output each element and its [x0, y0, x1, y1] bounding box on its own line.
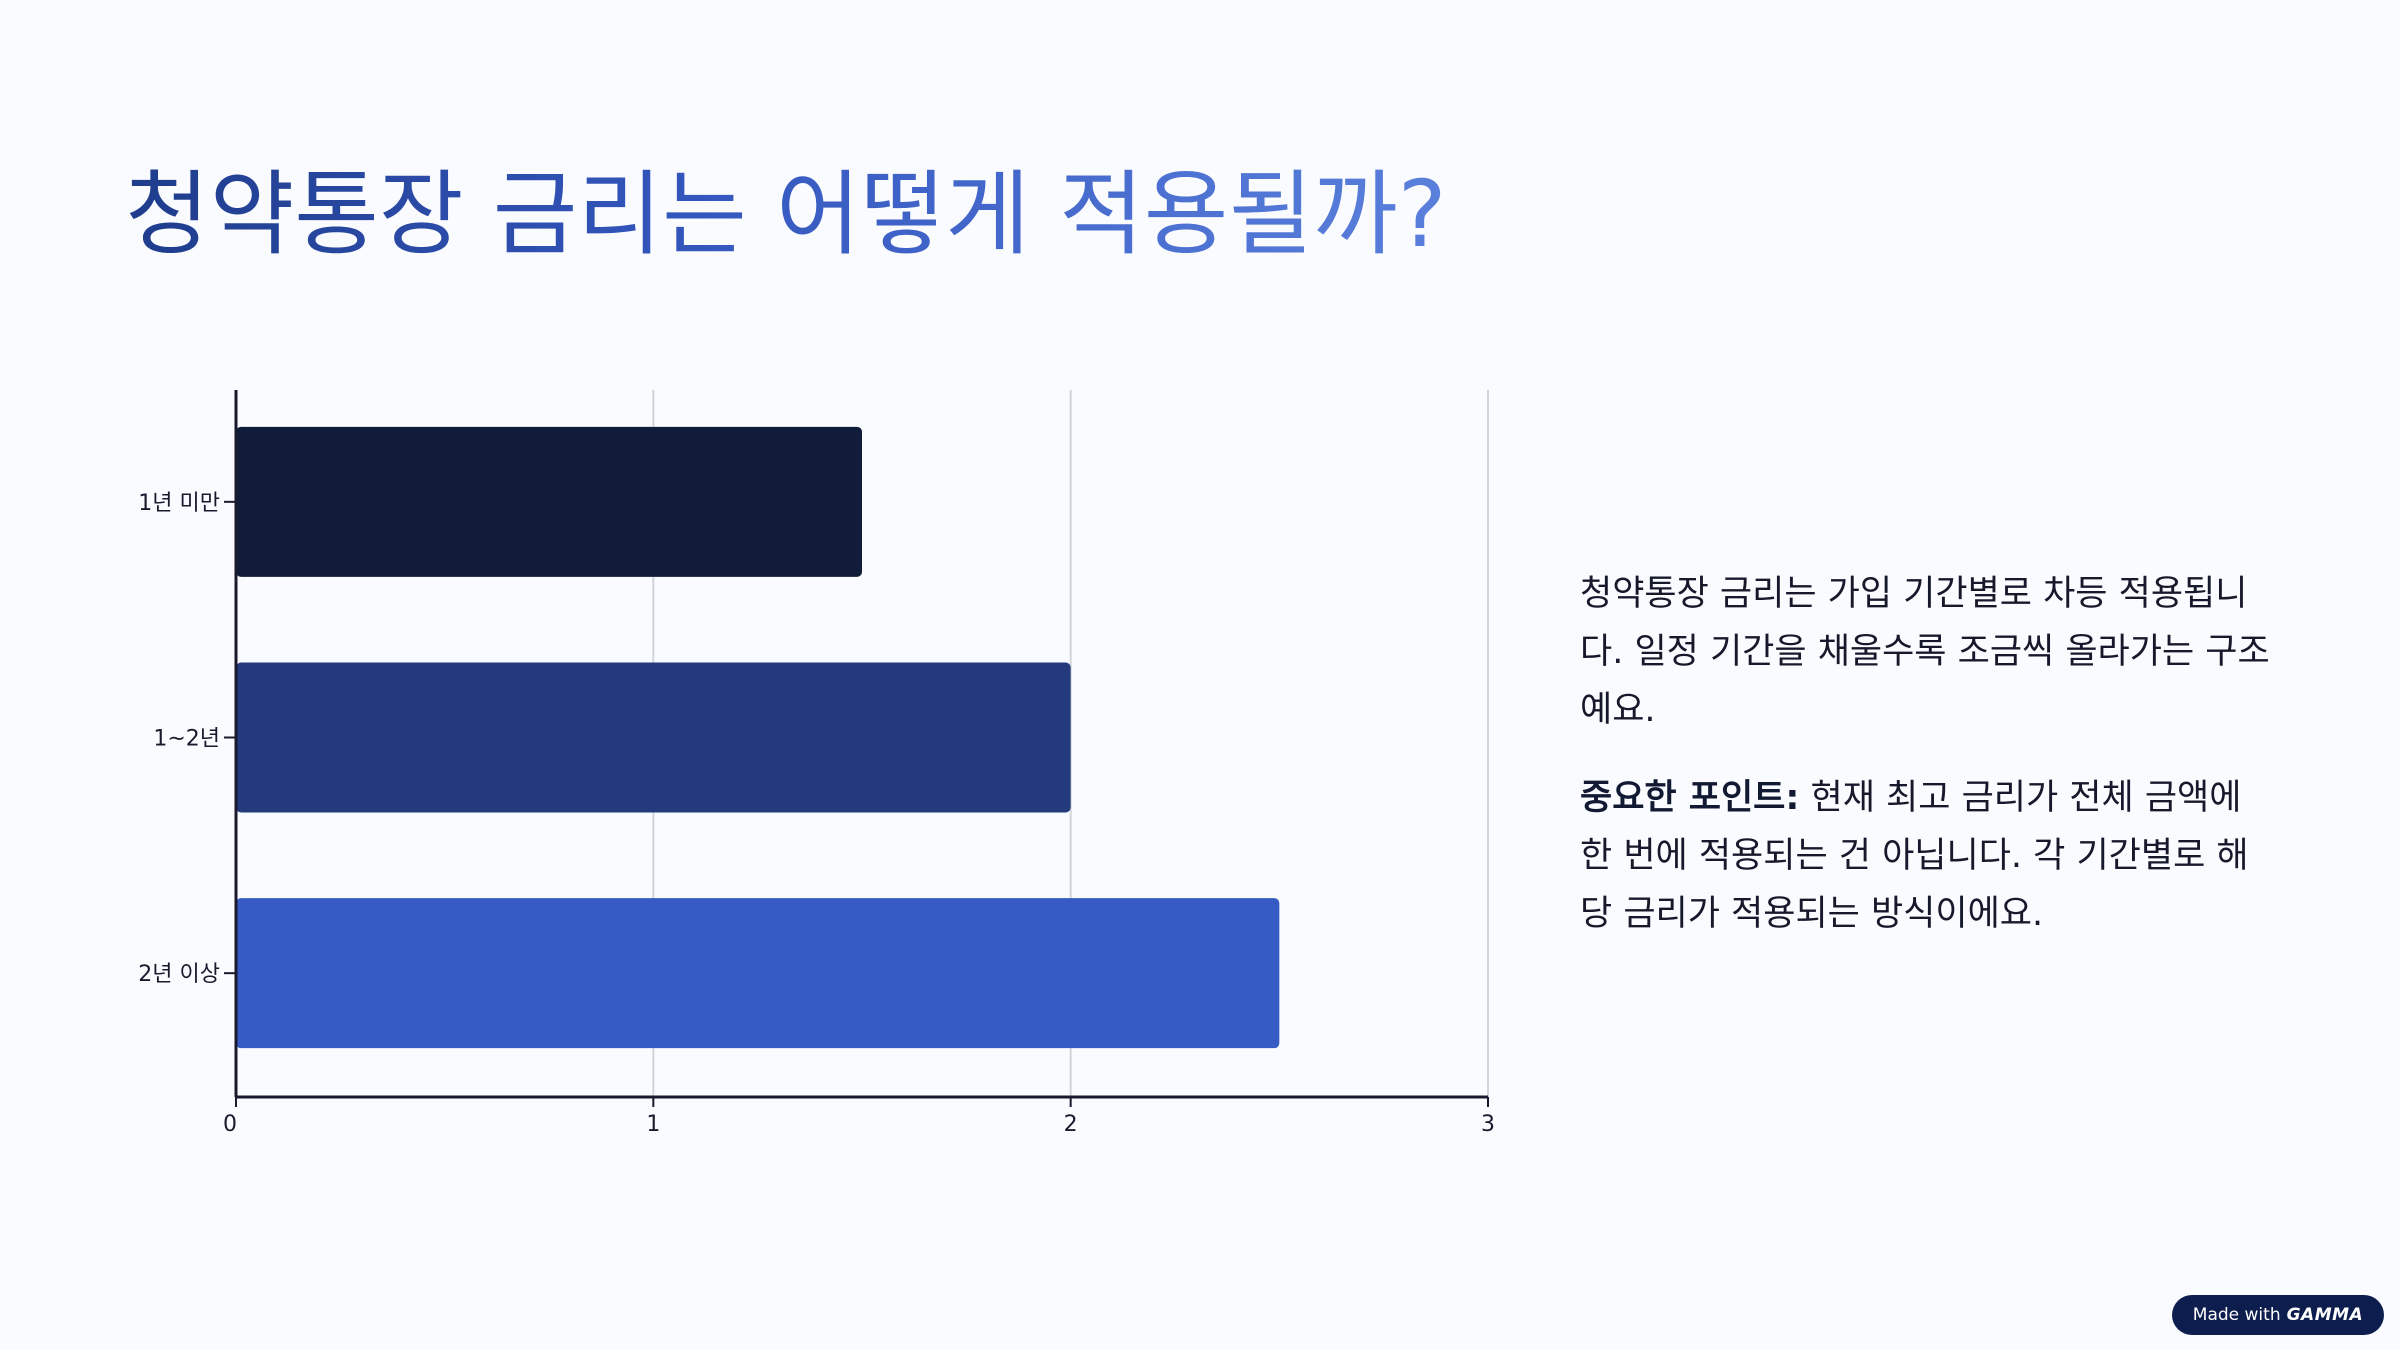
description-panel: 청약통장 금리는 가입 기간별로 차등 적용됩니다. 일정 기간을 채울수록 조… — [1580, 565, 2280, 973]
description-paragraph: 청약통장 금리는 가입 기간별로 차등 적용됩니다. 일정 기간을 채울수록 조… — [1580, 574, 2270, 730]
bar — [236, 426, 862, 577]
bar-chart: 1년 미만 1~2년 2년 이상 0 1 2 3 — [138, 390, 1495, 1137]
y-tick-label: 1~2년 — [153, 727, 220, 752]
made-with-gamma-badge[interactable]: Made with GAMMA — [2172, 1295, 2384, 1335]
important-point-text: 현재 최고 금리가 전체 금액에 한 번에 적용되는 건 아닙니다. 각 기간별… — [1580, 778, 2249, 934]
x-tick-label: 3 — [1481, 1112, 1495, 1137]
bar — [236, 898, 1280, 1049]
x-tick-label: 0 — [223, 1112, 237, 1137]
x-tick-label: 1 — [646, 1112, 660, 1137]
y-tick-label: 2년 이상 — [138, 962, 220, 987]
badge-prefix: Made with — [2192, 1305, 2281, 1325]
gamma-logo: GAMMA — [2286, 1305, 2364, 1325]
bar — [236, 662, 1071, 813]
y-tick-label: 1년 미만 — [138, 491, 220, 516]
page-title: 청약통장 금리는 어떻게 적용될까? — [125, 160, 1447, 270]
important-point-label: 중요한 포인트: — [1580, 778, 1800, 818]
important-point-paragraph: 중요한 포인트: 현재 최고 금리가 전체 금액에 한 번에 적용되는 건 아닙… — [1580, 769, 2280, 943]
x-tick-label: 2 — [1064, 1112, 1078, 1137]
